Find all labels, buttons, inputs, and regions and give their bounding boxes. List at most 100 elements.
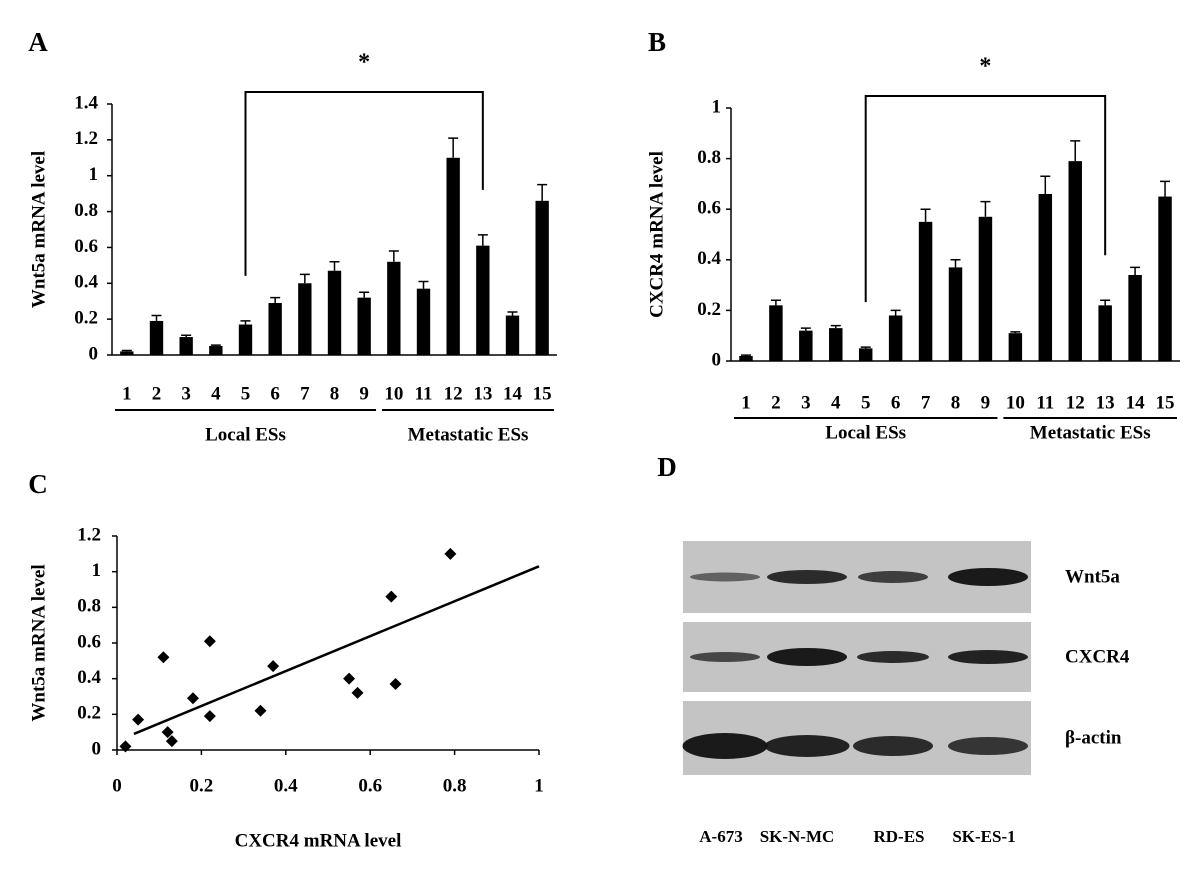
scatter-point (165, 735, 178, 748)
bar (238, 324, 253, 355)
blot-band (948, 568, 1028, 586)
x-tick-label: 10 (384, 383, 403, 404)
bar (1128, 274, 1142, 361)
error-bar (860, 346, 871, 349)
x-tick-label: 0.6 (358, 775, 382, 796)
x-tick-label: 4 (211, 383, 221, 404)
y-tick-label: 0 (712, 349, 722, 370)
blot-band (948, 650, 1028, 664)
error-bar (359, 291, 370, 298)
error-bar (270, 296, 281, 304)
blot-band (764, 735, 850, 757)
bar (268, 303, 282, 355)
y-tick-label: 0.4 (77, 667, 101, 688)
x-tick-label: 14 (503, 383, 523, 404)
bar (888, 315, 903, 361)
x-tick-label: 12 (444, 383, 463, 404)
y-tick-label: 0 (92, 738, 102, 759)
group-label: Local ESs (825, 422, 906, 443)
blot-band (853, 736, 933, 756)
y-tick-label: 0.6 (697, 198, 721, 219)
bar (505, 315, 520, 355)
error-bar (890, 309, 901, 316)
error-bar (418, 280, 429, 289)
error-bar (920, 208, 931, 222)
x-tick-label: 2 (152, 383, 162, 404)
error-bar (1100, 299, 1111, 306)
error-bar (740, 354, 751, 356)
blot-band (767, 570, 847, 584)
error-bar (210, 344, 221, 347)
bar (446, 157, 460, 355)
bar (476, 245, 490, 355)
y-tick-label: 1 (89, 164, 99, 185)
blot-row-label: CXCR4 (1065, 646, 1130, 667)
x-tick-label: 1 (534, 775, 544, 796)
bar (739, 355, 753, 361)
x-tick-label: 15 (533, 383, 552, 404)
y-axis-title: Wnt5a mRNA level (28, 564, 49, 721)
y-tick-label: 0.8 (74, 200, 98, 221)
x-tick-label: 7 (921, 392, 931, 413)
x-tick-label: 0.8 (443, 775, 467, 796)
scatter-point (444, 547, 457, 560)
significance-bracket (244, 91, 484, 276)
error-bar (830, 324, 841, 329)
bar (535, 200, 549, 355)
group-label: Metastatic ESs (408, 424, 529, 445)
x-tick-label: 4 (831, 392, 841, 413)
x-tick-label: 9 (359, 383, 369, 404)
bar (327, 270, 342, 355)
x-tick-label: 13 (473, 383, 492, 404)
error-bar (1040, 175, 1051, 195)
bar (357, 297, 371, 355)
blot-band (690, 652, 760, 662)
error-bar (980, 200, 991, 217)
significance-bracket (864, 95, 1107, 303)
error-bar (181, 334, 192, 338)
bar (298, 283, 312, 355)
y-axis-title: Wnt5a mRNA level (28, 151, 49, 308)
bar (858, 348, 873, 361)
bar (1158, 196, 1172, 361)
x-tick-label: 10 (1006, 392, 1025, 413)
panel-label: B (648, 27, 666, 57)
x-tick-label: 1 (122, 383, 132, 404)
scatter-point (343, 672, 356, 685)
scatter-point (254, 704, 267, 717)
blot-band (690, 572, 760, 582)
bar (179, 337, 193, 355)
x-tick-label: 11 (415, 383, 433, 404)
x-tick-label: 12 (1066, 392, 1085, 413)
x-tick-label: 5 (861, 392, 871, 413)
error-bar (950, 259, 961, 268)
group-label: Metastatic ESs (1030, 422, 1151, 443)
x-tick-label: 11 (1036, 392, 1054, 413)
blot-band (857, 651, 929, 663)
blot-band (682, 733, 768, 759)
scatter-point (389, 678, 402, 691)
y-tick-label: 0.8 (77, 596, 101, 617)
x-tick-label: 14 (1126, 392, 1146, 413)
scatter-point (119, 740, 132, 753)
x-tick-label: 8 (951, 392, 961, 413)
x-axis-title: CXCR4 mRNA level (235, 830, 402, 851)
bar (769, 305, 783, 361)
x-tick-label: 6 (270, 383, 280, 404)
panel-label: C (28, 469, 48, 499)
x-tick-label: 15 (1156, 392, 1175, 413)
y-tick-label: 1 (712, 96, 722, 117)
panel-label: D (657, 452, 677, 482)
y-tick-label: 1.2 (77, 524, 101, 545)
blot-lane-label: SK-N-MC (760, 827, 835, 846)
bar (918, 221, 933, 361)
panel-label: A (28, 27, 48, 57)
error-bar (1010, 331, 1021, 334)
x-tick-label: 0.4 (274, 775, 298, 796)
bar (209, 346, 223, 355)
blot-row-label: β-actin (1065, 727, 1122, 748)
x-tick-label: 1 (741, 392, 751, 413)
blot-row-label: Wnt5a (1065, 566, 1120, 587)
error-bar (1070, 140, 1081, 162)
bar (1068, 161, 1082, 361)
